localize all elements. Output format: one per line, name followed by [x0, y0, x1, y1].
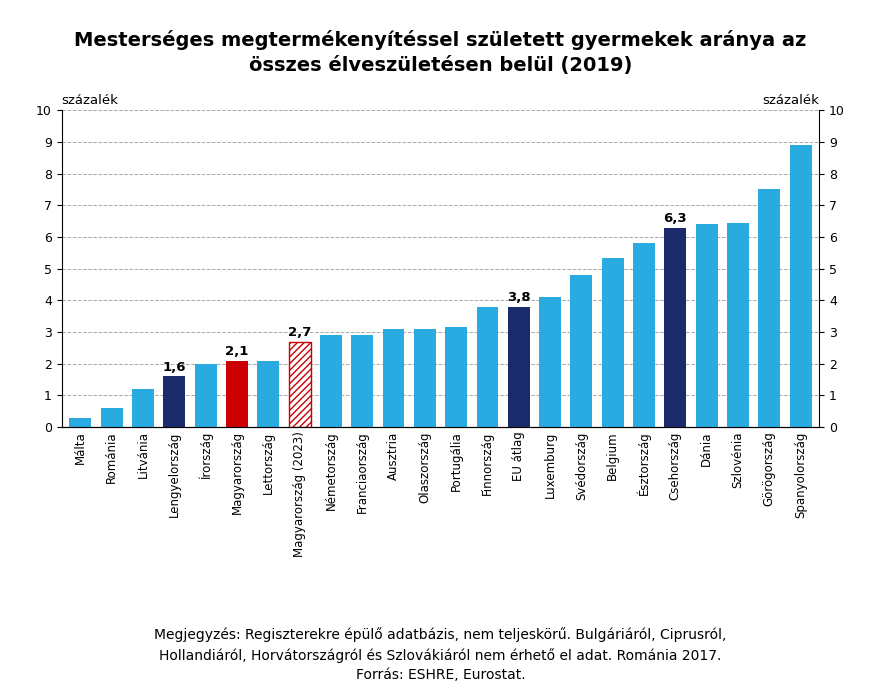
- Bar: [789, 145, 811, 427]
- Bar: [132, 389, 154, 427]
- Bar: [414, 329, 436, 427]
- Bar: [696, 225, 718, 427]
- Text: 3,8: 3,8: [507, 291, 530, 305]
- Text: 1,6: 1,6: [163, 361, 186, 374]
- Bar: [289, 342, 311, 427]
- Bar: [70, 418, 92, 427]
- Bar: [507, 307, 529, 427]
- Bar: [602, 258, 624, 427]
- Bar: [257, 360, 279, 427]
- Bar: [320, 336, 342, 427]
- Bar: [445, 327, 467, 427]
- Text: 2,1: 2,1: [226, 345, 248, 358]
- Bar: [570, 275, 592, 427]
- Text: 6,3: 6,3: [663, 212, 687, 225]
- Bar: [633, 243, 655, 427]
- Bar: [100, 408, 122, 427]
- Bar: [352, 336, 374, 427]
- Bar: [539, 297, 561, 427]
- Text: 2,7: 2,7: [288, 326, 311, 339]
- Text: százalék: százalék: [62, 94, 119, 107]
- Bar: [382, 329, 404, 427]
- Bar: [664, 227, 686, 427]
- Bar: [759, 189, 781, 427]
- Title: Mesterséges megtermékenyítéssel született gyermekek aránya az
összes élveszületé: Mesterséges megtermékenyítéssel születet…: [74, 30, 807, 75]
- Text: Megjegyzés: Regiszterekre épülő adatbázis, nem teljeskörű. Bulgáriáról, Ciprusró: Megjegyzés: Regiszterekre épülő adatbázi…: [154, 627, 727, 682]
- Bar: [163, 376, 185, 427]
- Bar: [195, 364, 217, 427]
- Bar: [727, 223, 749, 427]
- Bar: [226, 360, 248, 427]
- Bar: [289, 342, 311, 427]
- Text: százalék: százalék: [762, 94, 819, 107]
- Bar: [477, 307, 499, 427]
